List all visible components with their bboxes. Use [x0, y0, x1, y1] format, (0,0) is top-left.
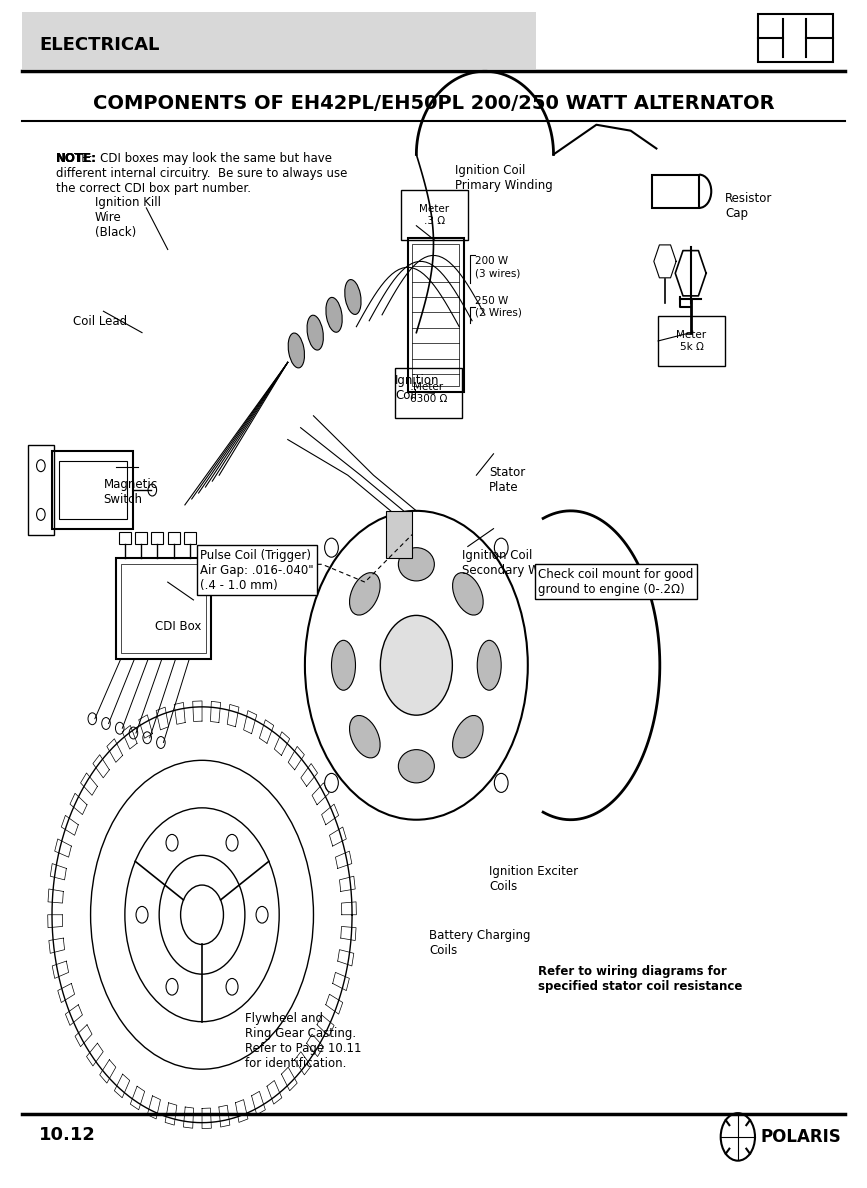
Text: Check coil mount for good
ground to engine (0-.2Ω): Check coil mount for good ground to engi…: [538, 568, 694, 596]
Text: CDI Box: CDI Box: [155, 620, 201, 633]
Bar: [395, 368, 462, 418]
Ellipse shape: [345, 279, 361, 315]
Text: COMPONENTS OF EH42PL/EH50PL 200/250 WATT ALTERNATOR: COMPONENTS OF EH42PL/EH50PL 200/250 WATT…: [93, 94, 774, 113]
Circle shape: [256, 906, 268, 923]
Bar: [135, 532, 147, 544]
Ellipse shape: [288, 333, 304, 368]
Ellipse shape: [477, 640, 501, 690]
Text: Ignition Coil
Primary Winding: Ignition Coil Primary Winding: [455, 164, 552, 192]
Circle shape: [226, 979, 238, 996]
Circle shape: [166, 834, 178, 851]
Text: Resistor
Cap: Resistor Cap: [725, 192, 772, 221]
Bar: [407, 238, 464, 392]
Text: 10.12: 10.12: [39, 1125, 96, 1144]
Bar: [387, 511, 412, 558]
Circle shape: [324, 538, 338, 557]
Ellipse shape: [349, 715, 380, 758]
Text: Meter
.3 Ω: Meter .3 Ω: [420, 204, 449, 226]
Bar: [658, 316, 725, 366]
Text: Ignition Exciter
Coils: Ignition Exciter Coils: [489, 865, 578, 893]
Text: NOTE:  CDI boxes may look the same but have
different internal circuitry.  Be su: NOTE: CDI boxes may look the same but ha…: [56, 152, 348, 195]
Ellipse shape: [326, 297, 342, 333]
Bar: [401, 190, 468, 240]
Ellipse shape: [331, 640, 355, 690]
Text: ELECTRICAL: ELECTRICAL: [39, 36, 160, 55]
Circle shape: [226, 834, 238, 851]
Text: Magnetic
Switch: Magnetic Switch: [103, 478, 158, 506]
Bar: [52, 451, 134, 529]
Bar: [167, 532, 179, 544]
Text: Flywheel and
Ring Gear Casting.
Refer to Page 10.11
for identification.: Flywheel and Ring Gear Casting. Refer to…: [244, 1012, 362, 1070]
Ellipse shape: [307, 315, 323, 350]
Text: NOTE:: NOTE:: [56, 152, 97, 165]
Text: Pulse Coil (Trigger)
Air Gap: .016-.040"
(.4 - 1.0 mm): Pulse Coil (Trigger) Air Gap: .016-.040"…: [200, 549, 314, 592]
Text: Refer to wiring diagrams for
specified stator coil resistance: Refer to wiring diagrams for specified s…: [538, 965, 742, 993]
Text: Meter
6300 Ω: Meter 6300 Ω: [410, 383, 447, 404]
Text: Battery Charging
Coils: Battery Charging Coils: [429, 929, 531, 958]
Text: 250 W
(2 Wires): 250 W (2 Wires): [474, 296, 522, 317]
Bar: [184, 532, 196, 544]
Text: Coil Lead: Coil Lead: [74, 315, 127, 328]
Bar: [59, 461, 127, 519]
Ellipse shape: [398, 548, 434, 581]
FancyBboxPatch shape: [22, 12, 537, 69]
Bar: [152, 532, 164, 544]
Text: 200 W
(3 wires): 200 W (3 wires): [474, 257, 520, 278]
Circle shape: [166, 979, 178, 996]
Bar: [652, 175, 700, 208]
FancyBboxPatch shape: [758, 14, 833, 62]
Text: Ignition
Coil: Ignition Coil: [395, 374, 440, 403]
Bar: [28, 446, 54, 535]
Circle shape: [494, 773, 508, 792]
Text: Ignition Coil
Secondary Winding: Ignition Coil Secondary Winding: [462, 549, 576, 577]
Ellipse shape: [453, 715, 483, 758]
Ellipse shape: [453, 573, 483, 615]
Text: POLARIS: POLARIS: [761, 1127, 842, 1146]
Bar: [116, 558, 211, 659]
Circle shape: [324, 773, 338, 792]
Bar: [119, 532, 131, 544]
Ellipse shape: [398, 750, 434, 783]
Text: Ignition Kill
Wire
(Black): Ignition Kill Wire (Black): [95, 196, 161, 239]
Text: Stator
Plate: Stator Plate: [489, 466, 525, 494]
Circle shape: [136, 906, 148, 923]
Text: Meter
5k Ω: Meter 5k Ω: [676, 330, 707, 352]
Bar: [121, 564, 206, 653]
Text: NOTE:: NOTE:: [56, 152, 97, 165]
Bar: [412, 244, 460, 386]
Circle shape: [494, 538, 508, 557]
Circle shape: [381, 615, 453, 715]
Ellipse shape: [349, 573, 380, 615]
